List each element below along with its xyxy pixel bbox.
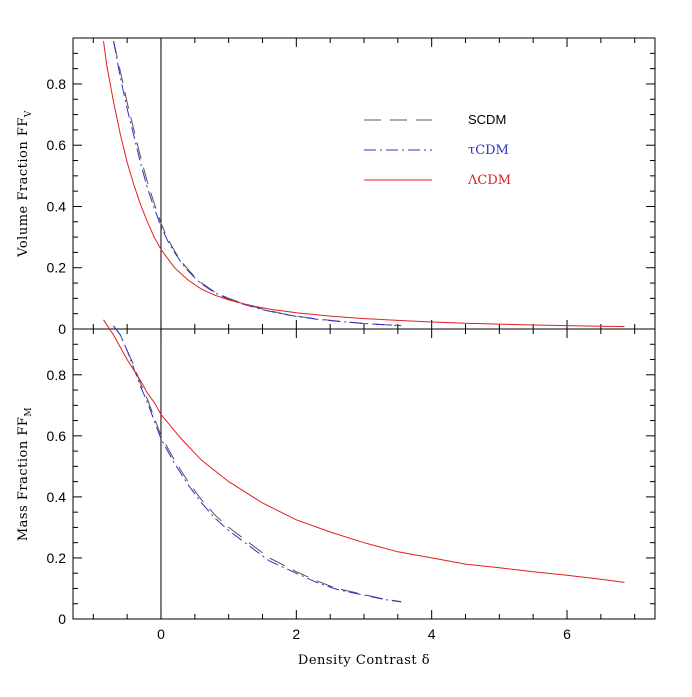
top-ytick-label: 0.2 bbox=[47, 260, 67, 276]
legend-label-lambdacdm: ΛCDM bbox=[467, 173, 511, 188]
top-ytick-label: 0 bbox=[58, 321, 66, 337]
bottom-ytick-label: 0.2 bbox=[47, 550, 67, 566]
top-ytick-label: 0.4 bbox=[47, 198, 67, 214]
legend-label-taucdm: τCDM bbox=[468, 143, 509, 158]
top-series-scdm bbox=[113, 40, 402, 327]
panel-top: 0 0.2 0.4 0.6 0.8 Volume Fraction FFV bbox=[16, 37, 656, 337]
panel-bottom: 0 0.2 0.4 0.6 0.8 0 2 4 6 Mass Fraction FFM Densit… bbox=[16, 319, 656, 668]
legend: SCDM τCDM ΛCDM bbox=[364, 112, 511, 188]
legend-label-scdm: SCDM bbox=[468, 112, 506, 127]
bottom-ytick-label: 0.8 bbox=[47, 367, 67, 383]
bottom-xlabel: Density Contrast δ bbox=[298, 653, 430, 668]
bottom-series-taucdm bbox=[113, 325, 402, 603]
bottom-series-scdm bbox=[113, 325, 402, 603]
bottom-ytick-label: 0.4 bbox=[47, 489, 67, 505]
top-ytick-label: 0.6 bbox=[47, 137, 67, 153]
bottom-series-lambdacdm bbox=[103, 319, 625, 583]
bottom-ytick-label: 0 bbox=[58, 611, 66, 627]
top-series-lambdacdm bbox=[103, 41, 625, 327]
bottom-xtick-label: 2 bbox=[292, 626, 300, 642]
bottom-xtick-label: 6 bbox=[563, 626, 571, 642]
bottom-xtick-label: 4 bbox=[428, 626, 436, 642]
top-axes-frame bbox=[72, 37, 656, 330]
bottom-ytick-label: 0.6 bbox=[47, 428, 67, 444]
top-ylabel: Volume Fraction FFV bbox=[16, 110, 34, 258]
top-ytick-label: 0.8 bbox=[47, 76, 67, 92]
bottom-ylabel: Mass Fraction FFM bbox=[16, 407, 34, 541]
top-series-taucdm bbox=[113, 41, 402, 327]
bottom-xtick-label: 0 bbox=[157, 626, 165, 642]
